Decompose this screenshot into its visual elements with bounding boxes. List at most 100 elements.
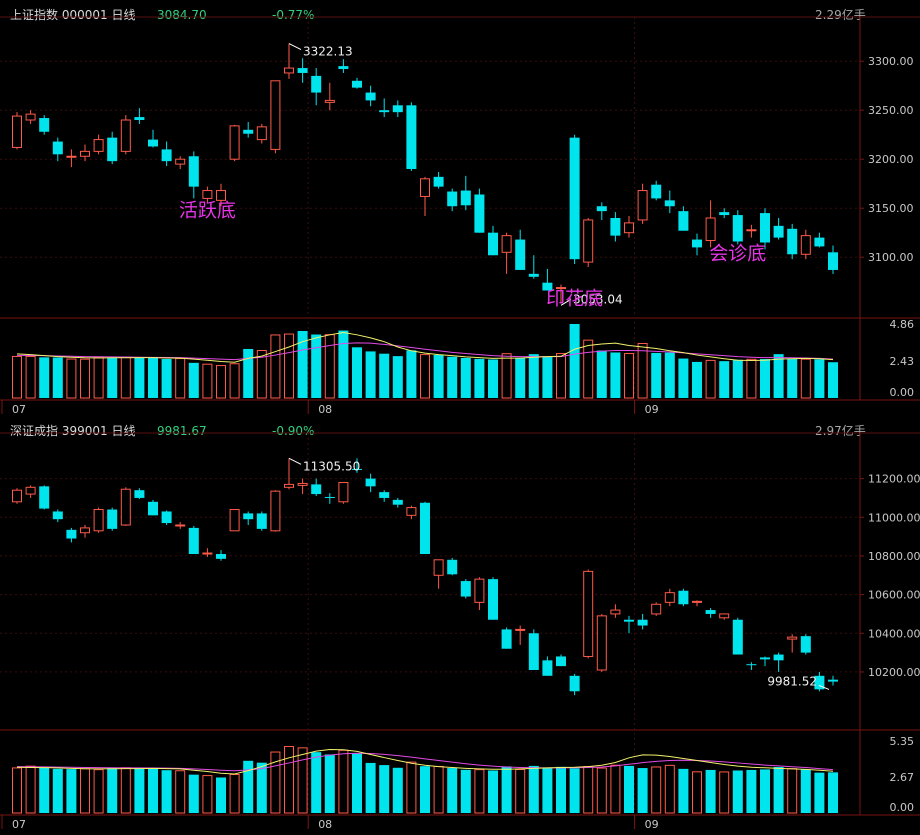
volume-bar-down <box>528 765 539 813</box>
volume-bar-up <box>93 769 104 814</box>
volume-bar-down <box>488 770 498 813</box>
candle-body-down <box>528 273 539 277</box>
volume-bar-up <box>93 356 104 399</box>
volume-bar-down <box>148 357 158 398</box>
volume-bar-down <box>107 357 118 398</box>
volume-ma-short-line <box>16 332 834 363</box>
volume-bar-down <box>828 772 838 813</box>
candle-body-up <box>433 559 444 576</box>
volume-ma-short-line <box>16 748 834 775</box>
candle-body-up <box>12 489 22 503</box>
candle-body-up <box>746 229 757 232</box>
low-price-label: 9981.52 <box>767 674 817 688</box>
candle-body-down <box>610 218 621 236</box>
month-label: 09 <box>645 403 659 416</box>
volume-bar-down <box>746 769 757 813</box>
candle-body-down <box>134 117 145 120</box>
volume-bar-down <box>188 774 199 813</box>
candle-body-down <box>705 610 716 614</box>
volume-bar-down <box>66 769 77 813</box>
volume-bar-up <box>284 333 294 399</box>
volume-bar-up <box>66 358 77 399</box>
candle-body-up <box>474 578 485 603</box>
candle-body-up <box>705 217 716 242</box>
candle-body-down <box>352 80 362 88</box>
candle-body-down <box>637 619 648 626</box>
volume-bar-down <box>460 357 471 398</box>
volume-bar-down <box>596 350 607 398</box>
volume-bar-up <box>324 334 335 399</box>
volume-bar-up <box>25 765 36 814</box>
volume-bar-down <box>651 352 662 398</box>
volume-bar-up <box>80 768 90 814</box>
candle-body-down <box>379 492 390 498</box>
candle-body-down <box>692 239 702 248</box>
candle-body-down <box>678 211 689 231</box>
volume-bar-up <box>120 767 131 814</box>
candle-body-up <box>216 190 226 201</box>
price-tick-label: 3300.00 <box>868 55 914 68</box>
candle-body-down <box>800 636 811 653</box>
volume-bar-down <box>528 354 539 398</box>
volume-bar-down <box>324 754 335 813</box>
volume-bar-down <box>243 760 254 813</box>
chart1-change: -0.77% <box>272 8 315 22</box>
candle-body-down <box>460 190 471 206</box>
candle-body-up <box>324 99 335 103</box>
candle-body-down <box>542 282 553 291</box>
candle-body-down <box>814 675 825 690</box>
candle-body-down <box>515 239 526 270</box>
volume-bar-up <box>270 334 281 399</box>
volume-tick-label: 4.86 <box>890 318 915 331</box>
candle-body-down <box>338 66 349 70</box>
volume-tick-label: 5.35 <box>890 735 915 748</box>
low-price-label: 3053.04 <box>573 292 623 306</box>
volume-bar-up <box>800 358 811 399</box>
volume-bar-up <box>297 747 308 814</box>
candle-body-down <box>148 501 158 516</box>
volume-bar-down <box>216 777 226 813</box>
candle-body-down <box>814 237 825 247</box>
volume-bar-down <box>134 768 145 813</box>
candle-body-up <box>583 219 594 263</box>
candle-body-down <box>148 139 158 147</box>
volume-bar-down <box>311 334 322 398</box>
volume-bar-up <box>12 767 22 814</box>
price-tick-label: 10400.00 <box>868 627 920 640</box>
candle-body-down <box>161 149 172 162</box>
month-label: 07 <box>12 403 26 416</box>
volume-bar-down <box>311 752 322 813</box>
volume-bar-down <box>569 768 580 813</box>
candle-body-up <box>651 603 662 615</box>
volume-bar-up <box>474 769 485 814</box>
candle-body-down <box>746 664 757 666</box>
volume-bar-down <box>828 362 838 398</box>
volume-bar-down <box>515 357 526 398</box>
candle-body-down <box>528 633 539 670</box>
volume-bar-up <box>202 363 213 399</box>
candle-body-down <box>392 499 403 505</box>
volume-bar-down <box>637 768 648 813</box>
volume-bar-down <box>379 765 390 813</box>
volume-bar-up <box>583 766 594 814</box>
volume-bar-down <box>760 769 770 813</box>
candle-body-down <box>569 675 580 692</box>
volume-bar-up <box>746 358 757 399</box>
candle-body-up <box>120 488 131 526</box>
volume-bar-down <box>161 359 172 398</box>
candle-body-down <box>773 654 784 661</box>
candle-body-down <box>828 679 838 682</box>
volume-bar-down <box>379 353 390 398</box>
volume-bar-up <box>406 761 417 814</box>
candle-body-down <box>324 496 335 498</box>
candle-body-down <box>569 137 580 260</box>
candle-body-up <box>664 592 675 603</box>
candle-body-up <box>501 235 512 253</box>
candle-body-down <box>107 137 118 162</box>
candle-body-up <box>93 139 104 152</box>
volume-bar-down <box>501 766 512 813</box>
candle-body-up <box>692 600 702 603</box>
volume-bar-up <box>270 751 281 814</box>
candle-body-up <box>120 119 131 152</box>
